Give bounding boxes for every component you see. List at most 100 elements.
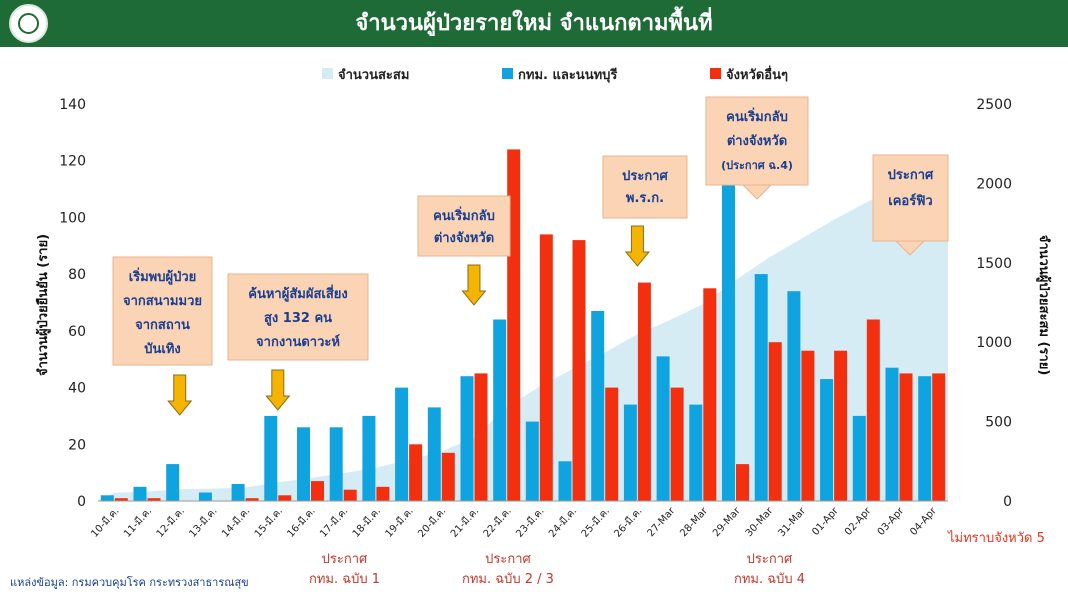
bar-bkk	[198, 492, 212, 501]
bar-bkk	[591, 311, 605, 501]
y-tick-label: 40	[68, 381, 86, 397]
x-tick-label: 11-มี.ค.	[121, 505, 154, 540]
bar-other	[376, 486, 390, 501]
x-tick-label: 22-มี.ค.	[481, 505, 514, 540]
callout-text: ต่างจังหวัด	[434, 231, 494, 246]
callout-pointer	[741, 184, 773, 200]
bar-bkk	[231, 484, 245, 501]
callout-text: คนเริ่มกลับ	[726, 107, 788, 125]
callout-text: จากสถาน	[135, 318, 190, 333]
bar-other	[605, 387, 619, 501]
x-tick-label: 24-มี.ค.	[546, 505, 579, 540]
below-axis-note: กทม. ฉบับ 2 / 3	[462, 572, 554, 587]
x-tick-label: 17-มี.ค.	[317, 505, 350, 540]
unknown-province-note: ไม่ทราบจังหวัด 5	[948, 531, 1045, 546]
page-title: จำนวนผู้ป่วยรายใหม่ จำแนกตามพื้นที่	[355, 11, 713, 36]
annotation-arrow	[461, 264, 487, 306]
callout-text: จากงานดาวะห์	[256, 334, 340, 350]
bar-bkk	[852, 415, 866, 501]
y2-tick-label: 1000	[976, 335, 1012, 351]
legend-label: กทม. และนนทบุรี	[518, 67, 617, 83]
bar-other	[147, 498, 161, 501]
annotation-arrow	[167, 374, 193, 416]
bar-other	[768, 342, 782, 501]
cumulative-area	[98, 173, 948, 501]
x-tick-label: 16-มี.ค.	[285, 505, 318, 540]
legend-swatch	[502, 68, 513, 79]
legend-swatch	[710, 68, 721, 79]
bar-bkk	[427, 407, 441, 501]
bar-bkk	[689, 404, 703, 501]
x-tick-label: 01-Apr	[810, 505, 841, 538]
x-tick-label: 25-มี.ค.	[579, 505, 612, 540]
bar-other	[114, 498, 128, 501]
bar-bkk	[525, 421, 539, 501]
bar-bkk	[722, 183, 735, 501]
bar-other	[866, 319, 880, 501]
callout-box	[227, 273, 369, 361]
x-tick-label: 20-มี.ค.	[416, 505, 449, 540]
x-tick-label: 29-Mar	[711, 505, 743, 539]
callout-pointer	[894, 240, 926, 256]
callout-box	[872, 154, 949, 242]
x-tick-label: 02-Apr	[843, 505, 874, 538]
bar-bkk	[918, 376, 932, 501]
x-tick-label: 30-Mar	[744, 505, 776, 539]
callout-box	[705, 96, 809, 186]
bar-bkk	[329, 427, 343, 501]
y2-tick-label: 2000	[976, 176, 1012, 192]
y-tick-label: 0	[77, 494, 86, 510]
ministry-seal-icon	[9, 4, 48, 43]
callout-box	[112, 256, 213, 366]
callout-text: ต่างจังหวัด	[727, 134, 787, 149]
bar-bkk	[460, 376, 474, 501]
bar-bkk	[820, 379, 834, 501]
bar-other	[572, 240, 586, 501]
below-axis-note: กทม. ฉบับ 4	[734, 572, 805, 587]
x-tick-label: 10-มี.ค.	[89, 505, 122, 540]
callout-text: (ประกาศ ฉ.4)	[721, 159, 793, 172]
bar-other	[637, 282, 651, 501]
bar-other	[278, 495, 292, 501]
callout-text: จากสนามมวย	[123, 294, 202, 309]
bar-bkk	[656, 356, 670, 501]
callout-text: สูง 132 คน	[264, 311, 332, 326]
bar-other	[932, 373, 946, 501]
y-tick-label: 100	[59, 210, 86, 226]
bar-bkk	[558, 461, 572, 501]
x-tick-label: 31-Mar	[776, 505, 808, 539]
bar-other	[670, 387, 684, 501]
x-tick-label: 26-มี.ค.	[612, 505, 645, 540]
bar-other	[311, 481, 324, 501]
bar-other	[474, 373, 488, 501]
below-axis-note: ประกาศ	[747, 552, 793, 567]
bar-bkk	[264, 415, 278, 501]
y-axis-label: จำนวนผู้ป่วยยืนยัน (ราย)	[35, 234, 51, 376]
callout-text: บันเทิง	[144, 342, 181, 357]
callout-text: เคอร์ฟิว	[888, 193, 932, 209]
legend-label: จังหวัดอื่นๆ	[726, 65, 788, 83]
bar-bkk	[133, 486, 147, 501]
legend-label: จำนวนสะสม	[338, 67, 409, 83]
x-tick-label: 27-Mar	[646, 505, 678, 539]
callout-box	[602, 155, 688, 219]
bar-other	[834, 350, 848, 501]
callout-text: ประกาศ	[622, 169, 668, 184]
bar-bkk	[885, 367, 899, 501]
y2-tick-label: 2500	[976, 97, 1012, 113]
y2-tick-label: 500	[985, 415, 1012, 431]
bar-other	[801, 350, 815, 501]
y-tick-label: 120	[59, 154, 86, 170]
bar-other	[409, 444, 423, 501]
x-tick-label: 13-มี.ค.	[187, 505, 220, 540]
bar-bkk	[493, 319, 507, 501]
y-tick-label: 140	[59, 97, 86, 113]
callout-text: พ.ร.ก.	[626, 191, 664, 206]
bar-other	[245, 498, 259, 501]
y2-tick-label: 0	[1003, 494, 1012, 510]
callout-text: คนเริ่มกลับ	[433, 206, 495, 224]
bar-other	[539, 234, 553, 501]
bar-bkk	[362, 415, 376, 501]
bar-bkk	[623, 404, 637, 501]
